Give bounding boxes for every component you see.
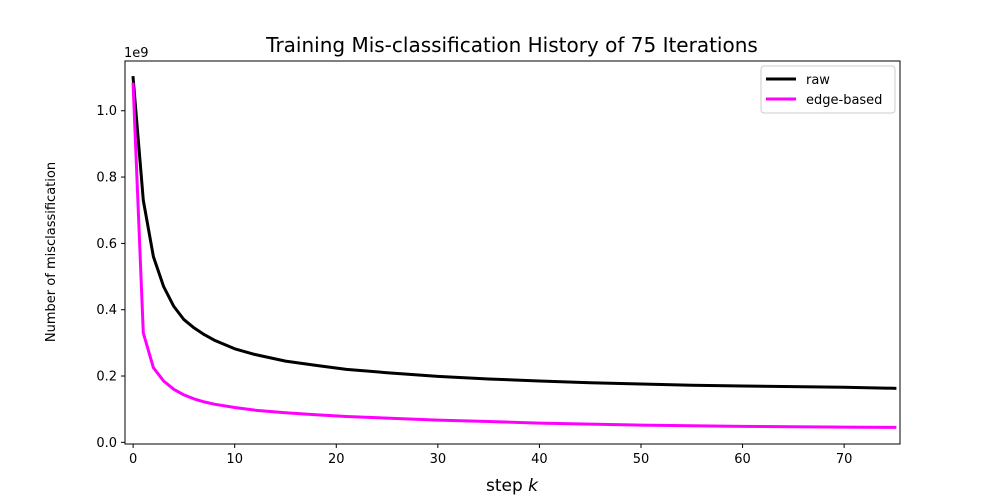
y-tick-label: 0.4: [96, 303, 117, 318]
x-tick-label: 30: [430, 452, 447, 467]
x-tick-label: 60: [734, 452, 751, 467]
x-axis-label: step k: [486, 476, 539, 496]
x-tick-label: 50: [633, 452, 650, 467]
plot-area: 0 10 20 30 40 50 60 70 0.0 0.2 0.4 0.6 0.8 1.0: [96, 60, 901, 467]
y-tick-label: 1.0: [96, 104, 117, 119]
x-axis-label-text: step: [486, 476, 528, 496]
x-tick-label: 0: [129, 452, 137, 467]
y-axis-label: Number of misclassification: [44, 162, 59, 342]
series-line-raw: [131, 75, 897, 390]
x-tick-label: 10: [226, 452, 243, 467]
x-tick-label: 70: [836, 452, 853, 467]
chart-title: Training Mis-classification History of 7…: [265, 33, 758, 57]
x-tick-label: 40: [531, 452, 548, 467]
y-tick-label: 0.2: [96, 370, 117, 385]
y-tick-label: 0.0: [96, 436, 117, 451]
x-axis-label-variable: k: [528, 476, 539, 496]
series-line-edge-based: [131, 82, 897, 429]
legend: raw edge-based: [760, 65, 896, 114]
y-tick-label: 0.6: [96, 237, 117, 252]
y-tick-label: 0.8: [96, 171, 117, 186]
legend-label-raw: raw: [806, 73, 830, 88]
y-scale-label: 1e9: [124, 46, 149, 61]
x-tick-label: 20: [328, 452, 345, 467]
plot-frame: [124, 60, 901, 445]
legend-label-edge-based: edge-based: [806, 93, 882, 108]
